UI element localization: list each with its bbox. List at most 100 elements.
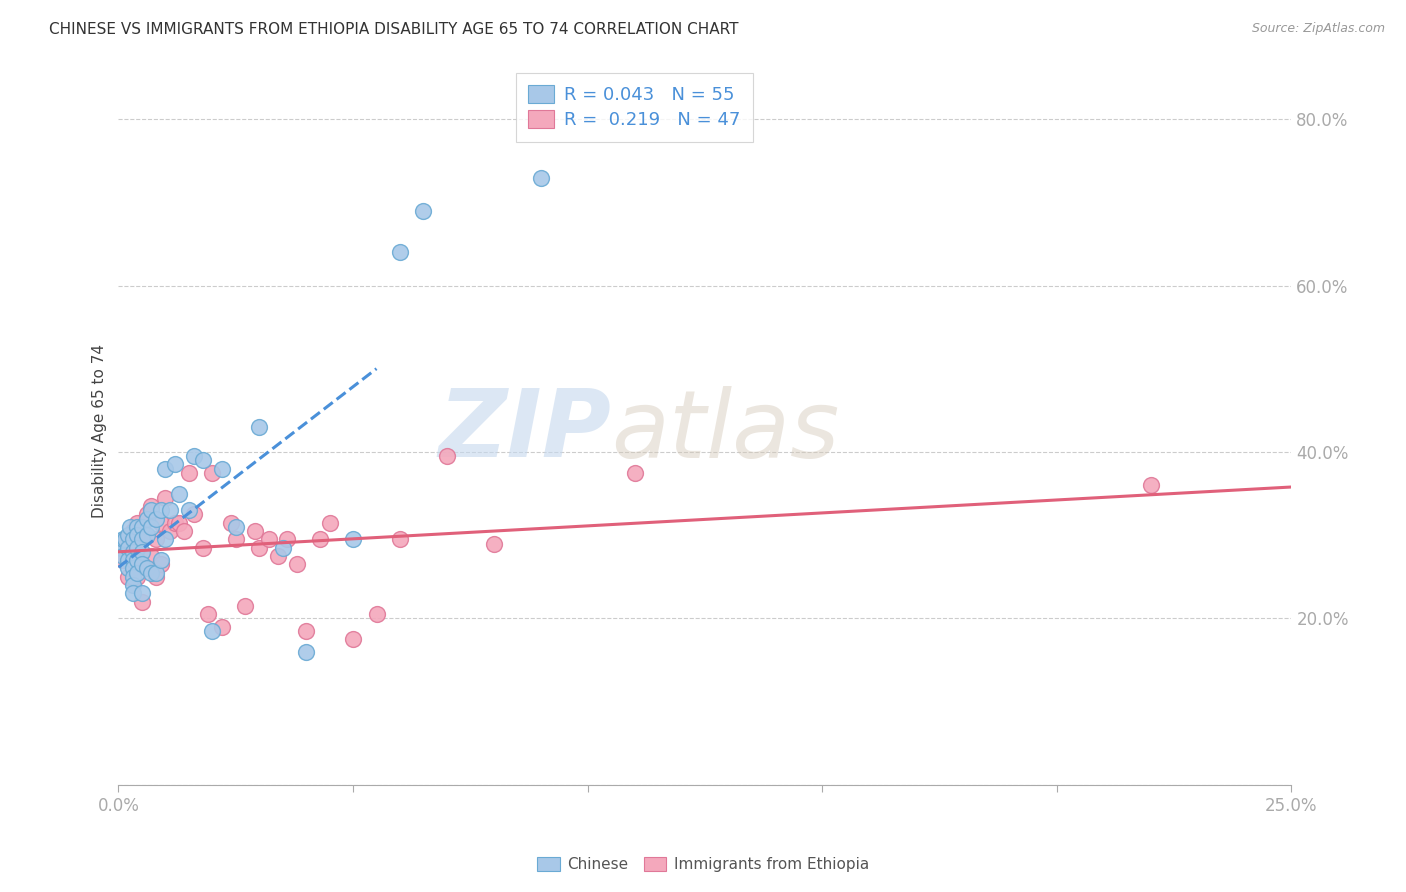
Point (121, 578, 143, 592)
Point (530, 170, 553, 185)
Point (482, 536, 505, 550)
Point (159, 503, 181, 517)
Point (127, 566, 149, 580)
Point (342, 533, 364, 547)
Point (112, 549, 135, 563)
Point (131, 545, 153, 559)
Point (155, 533, 177, 547)
Point (388, 533, 411, 547)
Point (141, 503, 163, 517)
Point (1139, 478, 1161, 492)
Point (141, 549, 163, 563)
Point (149, 553, 172, 567)
Point (191, 541, 214, 555)
Point (114, 533, 136, 547)
Point (127, 553, 149, 567)
Point (163, 516, 186, 530)
Point (159, 524, 181, 538)
Y-axis label: Disability Age 65 to 74: Disability Age 65 to 74 (93, 344, 107, 518)
Point (127, 516, 149, 530)
Point (271, 541, 294, 555)
Point (145, 511, 167, 525)
Point (112, 536, 135, 550)
Text: Source: ZipAtlas.com: Source: ZipAtlas.com (1251, 22, 1385, 36)
Point (121, 533, 143, 547)
Point (121, 524, 143, 538)
Point (183, 508, 205, 522)
Point (163, 458, 186, 472)
Point (173, 524, 195, 538)
Point (149, 516, 172, 530)
Point (131, 520, 153, 534)
Point (117, 561, 139, 575)
Point (117, 528, 139, 542)
Point (267, 549, 290, 563)
Point (112, 533, 135, 547)
Point (197, 607, 219, 622)
Point (121, 561, 143, 575)
Point (149, 558, 172, 572)
Point (110, 541, 132, 555)
Point (131, 558, 153, 572)
Point (112, 553, 135, 567)
Text: atlas: atlas (612, 385, 839, 476)
Point (127, 520, 149, 534)
Point (169, 486, 191, 500)
Point (243, 524, 266, 538)
Point (131, 533, 153, 547)
Point (117, 541, 139, 555)
Point (127, 570, 149, 584)
Text: ZIP: ZIP (439, 385, 612, 477)
Point (135, 511, 157, 525)
Point (191, 453, 214, 467)
Point (141, 520, 163, 534)
Point (131, 586, 153, 600)
Point (342, 632, 364, 647)
Text: CHINESE VS IMMIGRANTS FROM ETHIOPIA DISABILITY AGE 65 TO 74 CORRELATION CHART: CHINESE VS IMMIGRANTS FROM ETHIOPIA DISA… (49, 22, 738, 37)
Point (131, 533, 153, 547)
Point (121, 570, 143, 584)
Point (127, 541, 149, 555)
Point (318, 516, 340, 530)
Point (225, 520, 247, 534)
Point (366, 607, 388, 622)
Point (117, 553, 139, 567)
Point (117, 533, 139, 547)
Point (276, 533, 298, 547)
Point (121, 549, 143, 563)
Legend: Chinese, Immigrants from Ethiopia: Chinese, Immigrants from Ethiopia (529, 849, 877, 880)
Point (120, 520, 142, 534)
Point (247, 541, 270, 555)
Point (121, 553, 143, 567)
Point (117, 570, 139, 584)
Point (257, 533, 280, 547)
Point (135, 508, 157, 522)
Point (135, 561, 157, 575)
Point (211, 620, 233, 634)
Point (225, 533, 247, 547)
Point (145, 566, 167, 580)
Point (201, 466, 224, 480)
Point (183, 449, 205, 463)
Point (145, 570, 167, 584)
Point (169, 516, 191, 530)
Point (285, 558, 308, 572)
Legend: R = 0.043   N = 55, R =  0.219   N = 47: R = 0.043 N = 55, R = 0.219 N = 47 (516, 72, 754, 142)
Point (121, 586, 143, 600)
Point (309, 533, 332, 547)
Point (155, 491, 177, 505)
Point (121, 545, 143, 559)
Point (135, 561, 157, 575)
Point (141, 566, 163, 580)
Point (141, 499, 163, 513)
Point (131, 595, 153, 609)
Point (177, 503, 200, 517)
Point (295, 624, 318, 638)
Point (233, 599, 256, 613)
Point (135, 528, 157, 542)
Point (211, 461, 233, 475)
Point (388, 245, 411, 260)
Point (155, 461, 177, 475)
Point (295, 645, 318, 659)
Point (177, 466, 200, 480)
